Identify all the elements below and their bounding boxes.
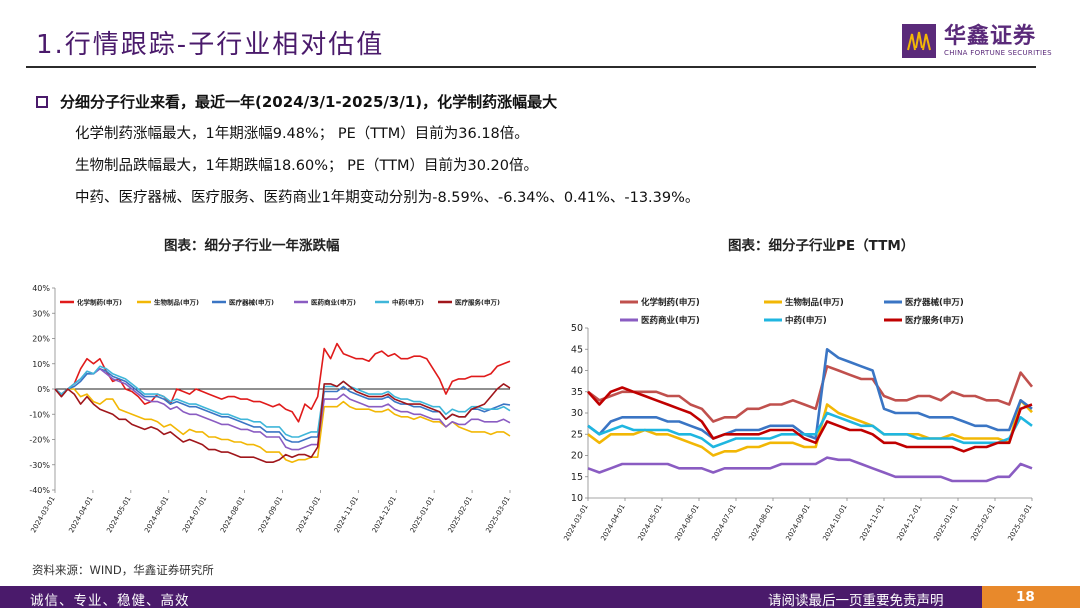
page-number: 18	[1016, 589, 1035, 605]
footer-slogan: 诚信、专业、稳健、高效	[30, 593, 190, 608]
x-tick-label: 2025-02-01	[969, 503, 996, 542]
logo-icon	[902, 24, 936, 58]
x-tick-label: 2024-03-01	[562, 503, 589, 542]
x-tick-label: 2024-05-01	[636, 503, 663, 542]
x-tick-label: 2024-07-01	[710, 503, 737, 542]
y-tick-label: -20%	[29, 436, 50, 445]
summary-line-3: 中药、医疗器械、医疗服务、医药商业1年期变动分别为-8.59%、-6.34%、0…	[75, 190, 700, 206]
y-tick-label: 15	[571, 472, 583, 483]
series-line-3	[54, 368, 511, 443]
series-line-2	[54, 388, 511, 463]
x-tick-label: 2024-12-01	[895, 503, 922, 542]
x-tick-label: 2024-08-01	[747, 503, 774, 542]
x-tick-label: 2024-09-01	[784, 503, 811, 542]
company-logo: 华鑫证券 CHINA FORTUNE SECURITIES	[902, 24, 1052, 58]
series-line-4	[587, 456, 1033, 483]
series-line-6	[54, 380, 511, 463]
page-number-box	[982, 586, 1080, 608]
x-tick-label: 2024-07-01	[181, 495, 208, 534]
x-tick-label: 2025-03-01	[1006, 503, 1033, 542]
series-line-2	[587, 399, 1033, 457]
y-tick-label: 50	[571, 323, 583, 334]
y-tick-label: 35	[571, 387, 583, 398]
page-title: 1.行情跟踪-子行业相对估值	[36, 30, 385, 60]
legend-label: 化学制药(申万)	[641, 297, 700, 308]
y-tick-label: 30	[571, 408, 583, 419]
source-note: 资料来源：WIND，华鑫证券研究所	[32, 563, 214, 577]
square-bullet-icon	[36, 95, 48, 108]
x-tick-label: 2024-04-01	[599, 503, 626, 542]
y-tick-label: 0%	[37, 385, 50, 394]
series-line-4	[54, 368, 511, 451]
summary-bullet: 分细分子行业来看，最近一年(2024/3/1-2025/3/1)，化学制药涨幅最…	[36, 91, 557, 112]
series-line-6	[587, 386, 1033, 453]
x-tick-label: 2025-01-01	[932, 503, 959, 542]
legend-label: 医疗器械(申万)	[905, 297, 964, 308]
legend-label: 中药(申万)	[392, 297, 424, 306]
footer-disclaimer: 请阅读最后一页重要免责声明	[768, 593, 944, 608]
x-tick-label: 2024-11-01	[858, 503, 885, 542]
legend-label: 化学制药(申万)	[77, 297, 122, 306]
y-tick-label: -40%	[29, 486, 50, 495]
chart-returns: 40% 30% 20% 10% 0% -10% -20% -30% -40%2024-03-01…	[29, 284, 511, 534]
legend-label: 医疗服务(申万)	[455, 297, 500, 306]
logo-name-cn: 华鑫证券	[944, 24, 1037, 49]
y-tick-label: 20	[571, 451, 583, 462]
x-tick-label: 2024-09-01	[257, 495, 284, 534]
legend-label: 医药商业(申万)	[641, 315, 700, 326]
y-tick-label: 10	[571, 493, 583, 504]
x-tick-label: 2024-06-01	[673, 503, 700, 542]
x-tick-label: 2024-12-01	[371, 495, 398, 534]
series-line-5	[54, 365, 511, 438]
legend-label: 医药商业(申万)	[311, 297, 356, 306]
legend-label: 中药(申万)	[785, 315, 827, 326]
x-tick-label: 2025-02-01	[447, 495, 474, 534]
series-line-5	[587, 411, 1033, 449]
legend-label: 生物制品(申万)	[154, 297, 199, 306]
y-tick-label: 25	[571, 429, 583, 440]
x-tick-label: 2025-03-01	[484, 495, 511, 534]
chart2-title: 图表：细分子行业PE（TTM）	[728, 238, 915, 254]
summary-line-1: 化学制药涨幅最大，1年期涨幅9.48%； PE（TTM）目前为36.18倍。	[75, 126, 529, 142]
chart1-title: 图表：细分子行业一年涨跌幅	[164, 238, 340, 254]
y-tick-label: -30%	[29, 461, 50, 470]
title-divider	[26, 66, 1036, 68]
x-tick-label: 2024-11-01	[333, 495, 360, 534]
series-line-1	[54, 342, 511, 423]
y-tick-label: -10%	[29, 410, 50, 419]
x-tick-label: 2024-08-01	[219, 495, 246, 534]
x-tick-label: 2024-10-01	[821, 503, 848, 542]
series-line-1	[587, 365, 1034, 423]
legend-label: 生物制品(申万)	[785, 297, 844, 308]
x-tick-label: 2024-10-01	[295, 495, 322, 534]
y-tick-label: 20%	[32, 335, 50, 344]
x-tick-label: 2024-06-01	[143, 495, 170, 534]
x-tick-label: 2024-04-01	[67, 495, 94, 534]
y-tick-label: 40	[571, 366, 583, 377]
x-tick-label: 2024-05-01	[105, 495, 132, 534]
series-line-3	[587, 347, 1033, 440]
y-tick-label: 30%	[32, 309, 50, 318]
legend-label: 医疗器械(申万)	[229, 297, 274, 306]
logo-name-en: CHINA FORTUNE SECURITIES	[944, 49, 1052, 57]
x-tick-label: 2024-03-01	[29, 495, 56, 534]
y-tick-label: 10%	[32, 360, 50, 369]
y-tick-label: 40%	[32, 284, 50, 293]
x-tick-label: 2025-01-01	[409, 495, 436, 534]
summary-line-2: 生物制品跌幅最大，1年期跌幅18.60%； PE（TTM）目前为30.20倍。	[75, 158, 539, 174]
bullet-text: 分细分子行业来看，最近一年(2024/3/1-2025/3/1)，化学制药涨幅最…	[60, 93, 558, 111]
y-tick-label: 45	[571, 344, 583, 355]
legend-label: 医疗服务(申万)	[905, 315, 964, 326]
footer-bar	[0, 586, 1080, 608]
